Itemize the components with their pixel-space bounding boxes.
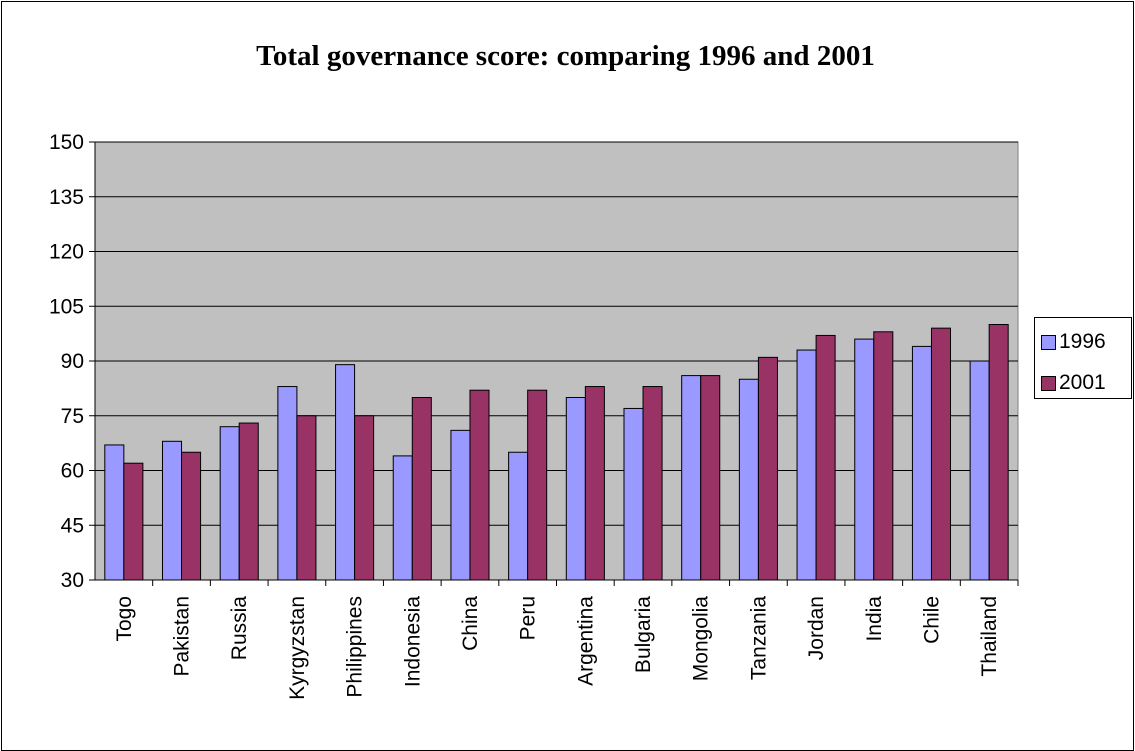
bar-1996-india [854, 338, 875, 581]
y-tick-label: 60 [61, 460, 84, 483]
x-tick-label-peru: Peru [517, 596, 540, 640]
y-tick-label: 135 [49, 186, 84, 209]
bar-2001-philippines [354, 415, 375, 581]
bar-2001-thailand [988, 324, 1009, 581]
bar-2001-tanzania [757, 356, 778, 581]
y-tick-label: 45 [61, 514, 84, 537]
x-tick-label-india: India [863, 596, 886, 642]
y-tick-label: 105 [49, 295, 84, 318]
bar-2001-jordan [815, 334, 836, 581]
chart-title: Total governance score: comparing 1996 a… [256, 40, 875, 72]
y-tick-label: 120 [49, 241, 84, 264]
bar-2001-bulgaria [642, 386, 663, 581]
x-tick-label-argentina: Argentina [574, 596, 597, 686]
bar-1996-argentina [565, 397, 586, 581]
legend-swatch-1996 [1041, 334, 1056, 350]
bar-1996-philippines [335, 364, 356, 581]
y-tick-label: 150 [49, 131, 84, 154]
bar-1996-jordan [796, 349, 817, 581]
bar-2001-mongolia [700, 375, 721, 581]
x-tick-label-bulgaria: Bulgaria [632, 596, 655, 673]
x-tick-label-chile: Chile [920, 596, 943, 644]
legend-item-2001: 2001 [1041, 371, 1106, 395]
x-tick-label-togo: Togo [113, 596, 136, 642]
y-tick-label: 90 [61, 350, 84, 373]
bar-2001-chile [930, 327, 952, 581]
bar-2001-india [873, 331, 894, 581]
bar-2001-togo [123, 462, 144, 581]
x-tick-label-mongolia: Mongolia [690, 596, 713, 682]
legend-item-1996: 1996 [1041, 330, 1106, 354]
legend-label-1996: 1996 [1059, 330, 1106, 353]
bar-2001-russia [238, 422, 259, 581]
x-tick-label-thailand: Thailand [978, 596, 1001, 677]
bar-2001-indonesia [411, 397, 432, 581]
bar-2001-argentina [584, 386, 605, 581]
bar-1996-pakistan [161, 440, 183, 581]
x-tick-label-china: China [459, 596, 482, 651]
legend-swatch-2001 [1041, 375, 1056, 391]
bar-2001-kyrgyzstan [296, 415, 317, 581]
x-tick-label-tanzania: Tanzania [747, 596, 770, 680]
bar-1996-mongolia [681, 375, 702, 581]
y-tick-label: 75 [61, 405, 84, 428]
x-tick-label-kyrgyzstan: Kyrgyzstan [286, 596, 309, 700]
bar-1996-togo [104, 444, 125, 581]
x-tick-label-pakistan: Pakistan [171, 596, 194, 677]
x-tick-label-philippines: Philippines [344, 596, 367, 698]
bar-1996-chile [911, 345, 932, 581]
legend-label-2001: 2001 [1059, 371, 1106, 394]
bar-2001-china [469, 389, 490, 581]
bar-2001-peru [527, 389, 548, 581]
bar-1996-bulgaria [623, 407, 644, 581]
bar-1996-peru [508, 451, 529, 581]
bar-1996-tanzania [738, 378, 759, 581]
bar-2001-pakistan [181, 451, 202, 581]
x-tick-label-jordan: Jordan [805, 596, 828, 660]
x-tick-label-indonesia: Indonesia [401, 596, 424, 687]
bar-1996-china [450, 429, 471, 581]
x-tick-label-russia: Russia [228, 596, 251, 661]
bar-1996-kyrgyzstan [277, 386, 298, 581]
bar-1996-indonesia [392, 455, 413, 581]
chart-legend: 1996 2001 [1034, 317, 1132, 399]
bar-1996-russia [219, 426, 240, 581]
bar-1996-thailand [969, 360, 990, 581]
y-tick-label: 30 [61, 569, 84, 592]
